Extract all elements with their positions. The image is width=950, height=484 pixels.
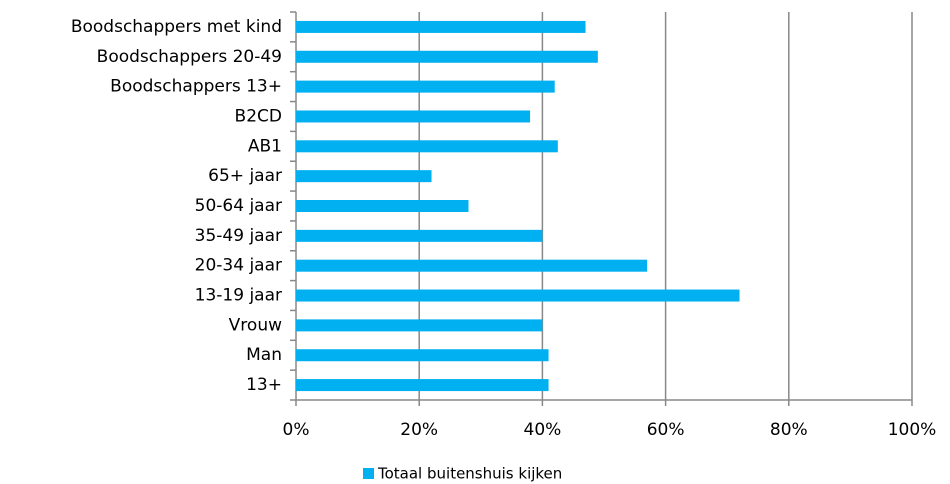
bar [296,379,549,392]
legend-swatch [363,468,374,479]
y-tick-label: 13-19 jaar [195,286,282,306]
bar [296,110,531,123]
bar [296,20,586,33]
bar [296,349,549,362]
x-tick-label: 20% [400,420,438,440]
bar [296,140,558,153]
y-tick-label: B2CD [235,106,282,126]
bar [296,259,648,272]
y-tick-label: 35-49 jaar [195,226,282,246]
y-tick-label: Boodschappers met kind [71,17,282,37]
y-tick-label: Boodschappers 20-49 [97,47,282,67]
y-tick-label: 13+ [246,375,282,395]
legend-label: Totaal buitenshuis kijken [377,465,562,483]
bar [296,319,543,332]
y-tick-label: 65+ jaar [208,166,282,186]
x-tick-label: 40% [524,420,562,440]
x-tick-label: 80% [770,420,808,440]
x-tick-label: 60% [647,420,685,440]
bar [296,80,555,93]
bar [296,170,432,183]
bar [296,200,469,212]
y-tick-label: 20-34 jaar [195,256,282,276]
y-tick-label: Man [246,345,282,365]
y-tick-label: Boodschappers 13+ [110,77,282,97]
y-tick-label: 50-64 jaar [195,196,282,216]
y-tick-label: AB1 [248,136,282,156]
x-tick-label: 0% [283,420,310,440]
y-tick-label: Vrouw [229,315,282,335]
bar [296,289,740,302]
x-tick-label: 100% [888,420,937,440]
bar [296,229,543,242]
bar [296,50,598,63]
